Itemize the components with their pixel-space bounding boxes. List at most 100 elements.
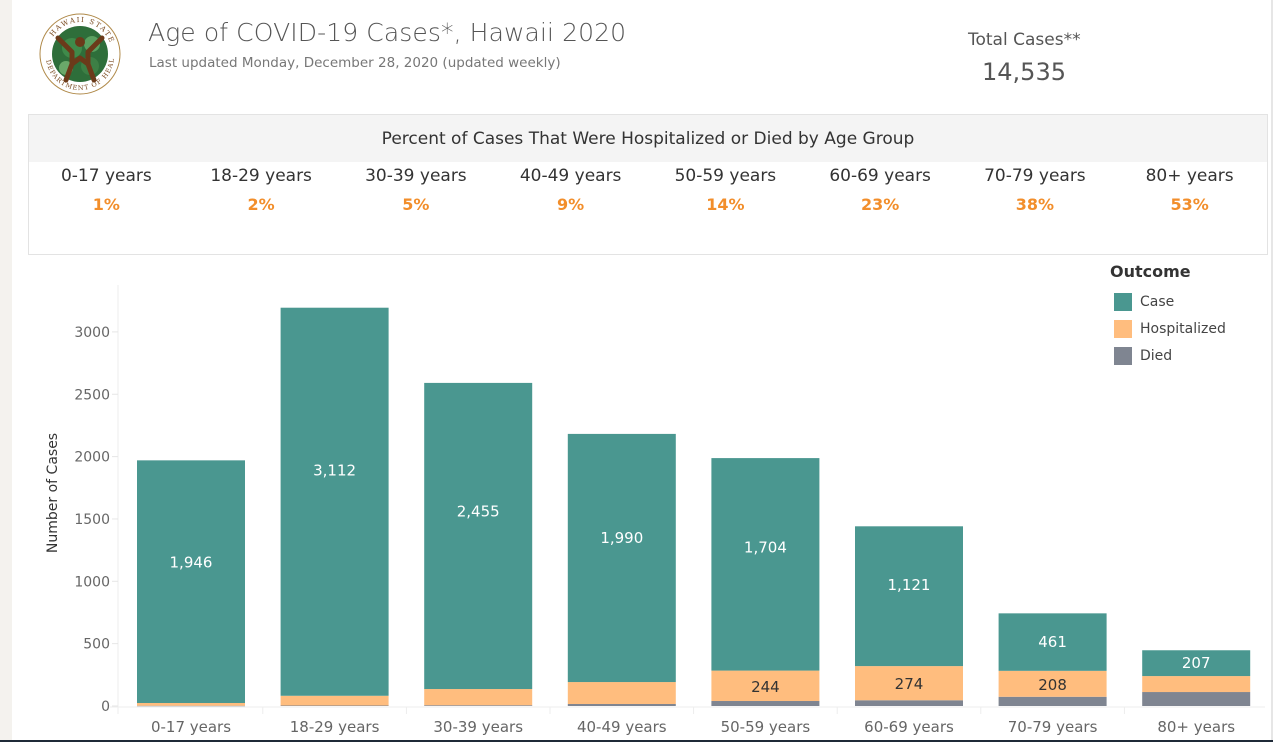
y-tick-label: 0 — [101, 699, 110, 715]
bar-value-label: 1,704 — [744, 538, 787, 556]
percent-group-value: 5% — [402, 195, 430, 214]
chart-legend: Outcome Case Hospitalized Died — [1110, 262, 1226, 369]
y-tick-label: 1500 — [74, 512, 110, 528]
bar-segment-case — [998, 613, 1107, 671]
x-tick-label: 70-79 years — [1008, 718, 1098, 736]
axes: 0 500 1000 1500 2000 2500 3000 0-17 years 18-29 … — [74, 285, 1265, 736]
x-tick-label: 50-59 years — [721, 718, 811, 736]
bars — [137, 307, 1251, 707]
percent-panel-title: Percent of Cases That Were Hospitalized … — [29, 115, 1267, 162]
bar-segment-died — [855, 700, 963, 706]
percent-group: 30-39 years 5% — [339, 162, 494, 214]
bar-segment-died — [137, 705, 245, 707]
page-title: Age of COVID-19 Cases*, Hawaii 2020 — [148, 18, 627, 47]
bar-value-label: 461 — [1038, 633, 1067, 651]
percent-group-age: 30-39 years — [365, 166, 467, 186]
bar-value-label: 208 — [1038, 676, 1067, 694]
percent-group-value: 53% — [1170, 195, 1209, 214]
percent-group-value: 23% — [860, 195, 900, 214]
total-cases-label: Total Cases** — [968, 30, 1081, 50]
bar-segment-hospitalized — [280, 695, 389, 706]
percent-hospitalized-died-panel: Percent of Cases That Were Hospitalized … — [28, 114, 1268, 255]
bar-segment-died — [1142, 692, 1251, 706]
x-tick-label: 30-39 years — [433, 718, 523, 736]
percent-group-value: 38% — [1015, 195, 1055, 214]
percent-group: 80+ years 53% — [1112, 162, 1267, 214]
total-cases-value: 14,535 — [982, 58, 1066, 86]
page-right-border — [1271, 0, 1273, 742]
bar-segment-hospitalized — [855, 666, 963, 701]
y-tick-label: 3000 — [74, 325, 110, 341]
x-tick-label: 40-49 years — [577, 718, 667, 736]
y-tick-label: 2000 — [74, 450, 110, 466]
legend-item-case[interactable]: Case — [1110, 288, 1226, 315]
bar-segment-case — [137, 460, 245, 704]
percent-group-age: 40-49 years — [519, 166, 622, 186]
bar-segment-case — [567, 433, 676, 683]
percent-row: 0-17 years 1% 18-29 years 2% 30-39 years 5%… — [29, 162, 1267, 214]
percent-group: 50-59 years 14% — [648, 162, 803, 214]
legend-item-hospitalized[interactable]: Hospitalized — [1110, 315, 1226, 342]
bar-value-label: 274 — [895, 675, 924, 693]
page-left-margin — [0, 0, 12, 742]
y-tick-label: 2500 — [74, 387, 110, 403]
legend-swatch-hospitalized — [1114, 319, 1132, 338]
percent-group-age: 18-29 years — [210, 166, 312, 186]
percent-group-age: 70-79 years — [984, 166, 1086, 186]
bar-segment-hospitalized — [137, 703, 245, 706]
bar-value-label: 1,946 — [170, 553, 213, 571]
x-tick-label: 0-17 years — [151, 718, 231, 736]
legend-swatch-died — [1114, 346, 1132, 365]
percent-group-age: 50-59 years — [674, 166, 777, 186]
bar-value-label: 2,455 — [457, 502, 500, 520]
legend-label: Died — [1140, 347, 1173, 364]
bar-segment-case — [280, 307, 389, 696]
bar-value-label: 3,112 — [313, 462, 356, 480]
window-bottom-border — [0, 740, 1273, 742]
bar-segment-died — [424, 705, 533, 706]
percent-group-age: 60-69 years — [829, 166, 931, 186]
x-tick-label: 60-69 years — [864, 718, 954, 736]
bar-value-label: 207 — [1182, 654, 1211, 672]
legend-swatch-case — [1114, 292, 1132, 311]
legend-item-died[interactable]: Died — [1110, 342, 1226, 369]
bar-segment-case — [1142, 650, 1251, 677]
bar-labels: 1,946 3,112 2,455 1,990 244 1,704 274 1,121 208 4… — [170, 462, 1211, 696]
bar-segment-case — [711, 458, 820, 671]
bar-segment-hospitalized — [998, 670, 1107, 697]
percent-group: 70-79 years 38% — [958, 162, 1113, 214]
y-tick-label: 1000 — [74, 574, 110, 590]
y-tick-label: 500 — [83, 637, 110, 653]
bar-segment-died — [567, 704, 676, 706]
bar-segment-case — [855, 526, 963, 667]
bar-segment-died — [998, 696, 1107, 706]
percent-group: 60-69 years 23% — [803, 162, 958, 214]
bar-segment-hospitalized — [567, 682, 676, 705]
percent-group: 0-17 years 1% — [29, 162, 184, 214]
last-updated-subtitle: Last updated Monday, December 28, 2020 (… — [149, 55, 561, 71]
department-of-health-logo: HAWAII STATE DEPARTMENT OF HEALTH — [36, 8, 121, 95]
legend-title: Outcome — [1110, 262, 1191, 281]
percent-group-age: 80+ years — [1145, 166, 1234, 186]
percent-group: 40-49 years 9% — [493, 162, 648, 214]
bar-value-label: 1,990 — [600, 529, 643, 547]
x-tick-label: 80+ years — [1157, 718, 1235, 736]
percent-group-value: 9% — [557, 195, 585, 214]
bar-segment-hospitalized — [424, 689, 533, 706]
bar-segment-died — [280, 705, 389, 707]
bar-value-label: 1,121 — [888, 576, 931, 594]
legend-label: Case — [1140, 293, 1175, 310]
x-tick-label: 18-29 years — [290, 718, 380, 736]
percent-group-value: 14% — [706, 195, 745, 214]
bar-segment-hospitalized — [711, 670, 820, 702]
bar-segment-case — [424, 382, 533, 690]
y-axis-label: Number of Cases — [45, 433, 61, 553]
percent-group-age: 0-17 years — [60, 166, 152, 186]
bar-segment-died — [711, 701, 820, 706]
cases-by-age-stacked-bar-chart: 0 500 1000 1500 2000 2500 3000 0-17 years 18-29 … — [45, 285, 1265, 736]
percent-group: 18-29 years 2% — [184, 162, 339, 214]
percent-group-value: 2% — [247, 195, 275, 214]
legend-label: Hospitalized — [1140, 320, 1226, 337]
percent-group-value: 1% — [92, 195, 120, 214]
bar-value-label: 244 — [751, 678, 780, 696]
